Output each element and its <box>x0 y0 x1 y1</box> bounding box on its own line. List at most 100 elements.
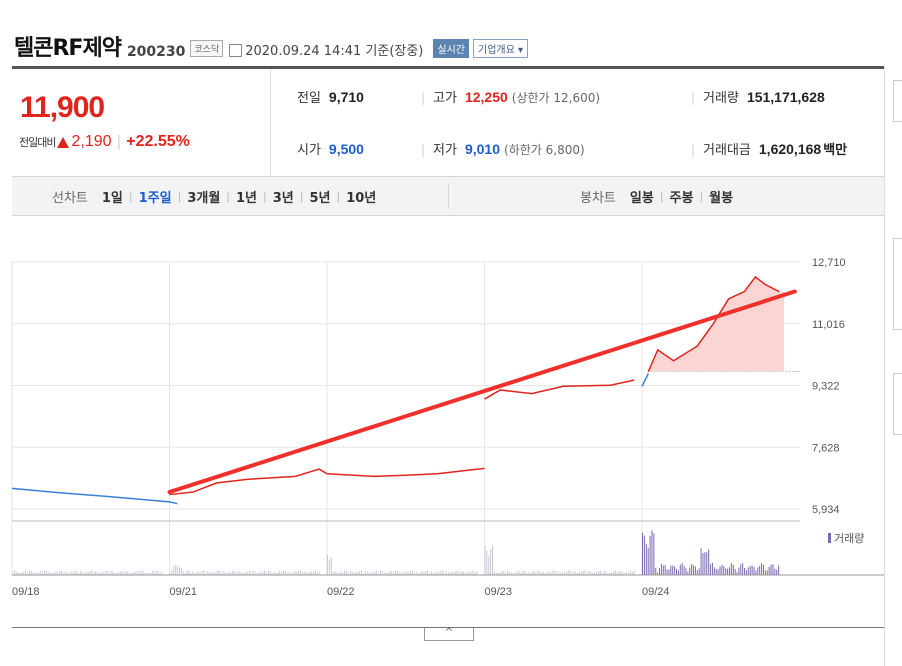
volume-bar <box>252 570 254 575</box>
volume-bar <box>25 570 27 575</box>
volume-bar <box>449 572 451 575</box>
volume-bar <box>527 572 529 575</box>
stat-unit: 백만 <box>823 143 848 158</box>
volume-bar <box>316 572 318 575</box>
volume-bar <box>303 571 305 575</box>
tab-weekly-candle[interactable]: 주봉 <box>669 191 694 206</box>
line-chart-label: 선차트 <box>52 191 88 206</box>
volume-bar <box>55 571 57 575</box>
volume-bar <box>64 571 66 575</box>
volume-bar <box>685 568 687 575</box>
volume-bar <box>580 572 582 575</box>
volume-bar <box>438 572 440 575</box>
volume-bar <box>700 548 702 575</box>
volume-bar <box>178 567 180 575</box>
volume-bar <box>355 572 357 575</box>
volume-bar <box>556 572 558 575</box>
volume-bar <box>575 572 577 575</box>
volume-bar <box>338 572 340 575</box>
volume-bar <box>315 570 317 575</box>
stat-value: 1,620,168 <box>758 141 822 157</box>
volume-bar <box>514 572 516 575</box>
volume-bar <box>299 570 301 575</box>
x-tick-label: 09/21 <box>170 586 198 598</box>
volume-bar <box>93 572 95 575</box>
tab-1y[interactable]: 1년 <box>236 191 258 206</box>
price-chart[interactable]: 12,710 11,016 9,322 7,628 5,934 거래량 09/18 09/21… <box>0 215 884 615</box>
volume-bar <box>260 572 262 575</box>
volume-bar <box>429 572 431 575</box>
tab-10y[interactable]: 10년 <box>346 191 377 206</box>
volume-bar <box>406 570 408 575</box>
volume-bar <box>537 570 539 575</box>
volume-bar <box>732 564 734 575</box>
volume-bar <box>207 571 209 575</box>
side-panel-edge <box>884 68 902 666</box>
stock-name[interactable]: 텔콘RF제약 <box>14 36 122 61</box>
bottom-divider <box>12 627 884 628</box>
volume-bar <box>271 572 273 575</box>
separator: | <box>226 190 230 203</box>
volume-bar <box>250 572 252 575</box>
volume-bar <box>630 570 632 575</box>
tab-5y[interactable]: 5년 <box>309 191 331 206</box>
volume-bar <box>614 570 616 575</box>
volume-bar <box>239 571 241 575</box>
tab-3y[interactable]: 3년 <box>272 191 294 206</box>
volume-bar <box>455 571 457 575</box>
volume-bar <box>472 570 474 575</box>
volume-bar <box>522 570 524 575</box>
volume-bar <box>764 570 766 575</box>
tab-1d[interactable]: 1일 <box>101 191 123 206</box>
volume-bar <box>423 572 425 575</box>
stat-value: 9,710 <box>328 89 364 105</box>
tab-monthly-candle[interactable]: 월봉 <box>709 191 734 206</box>
company-overview-button[interactable]: 기업개요 ▾ <box>473 39 528 58</box>
volume-bar <box>436 571 438 575</box>
volume-bar <box>728 567 730 575</box>
tab-1w[interactable]: 1주일 <box>138 191 172 206</box>
volume-bar <box>38 572 40 575</box>
volume-bar <box>125 570 127 575</box>
volume-bar <box>666 569 668 575</box>
volume-bar <box>220 572 222 575</box>
volume-bar <box>427 570 429 575</box>
volume-bar <box>577 572 579 575</box>
volume-bar <box>395 570 397 575</box>
volume-bar <box>563 571 565 575</box>
volume-bar <box>378 572 380 575</box>
realtime-button[interactable]: 실시간 <box>433 39 469 58</box>
volume-bar <box>282 570 284 575</box>
volume-bar <box>328 559 330 575</box>
tab-3m[interactable]: 3개월 <box>187 191 221 206</box>
current-price: 11,900 <box>20 91 105 124</box>
volume-bar <box>155 570 157 575</box>
volume-bar <box>83 572 85 575</box>
volume-bar <box>512 572 514 575</box>
volume-bar <box>366 571 368 575</box>
volume-bar <box>209 572 211 575</box>
top-divider <box>12 66 884 69</box>
volume-bar <box>195 572 197 575</box>
volume-bar <box>548 570 550 575</box>
volume-bar <box>114 572 116 575</box>
volume-bar <box>159 572 161 575</box>
volume-bar <box>110 570 112 575</box>
volume-bar <box>115 572 117 575</box>
volume-bar <box>451 571 453 575</box>
y-tick-label: 11,016 <box>812 319 845 331</box>
volume-bar <box>446 571 448 575</box>
volume-bar <box>774 568 776 575</box>
stat-open: 시가 9,500 <box>297 139 364 158</box>
volume-bar <box>374 571 376 575</box>
volume-bar <box>245 572 247 575</box>
trend-line <box>167 289 797 495</box>
collapse-button[interactable]: ^ <box>424 628 474 641</box>
volume-bar <box>421 570 423 575</box>
volume-bar <box>372 572 374 575</box>
tab-daily-candle[interactable]: 일봉 <box>629 191 654 206</box>
volume-bar <box>432 572 434 575</box>
price-line-segment <box>641 373 649 387</box>
volume-bar <box>269 570 271 575</box>
separator: | <box>699 190 704 203</box>
